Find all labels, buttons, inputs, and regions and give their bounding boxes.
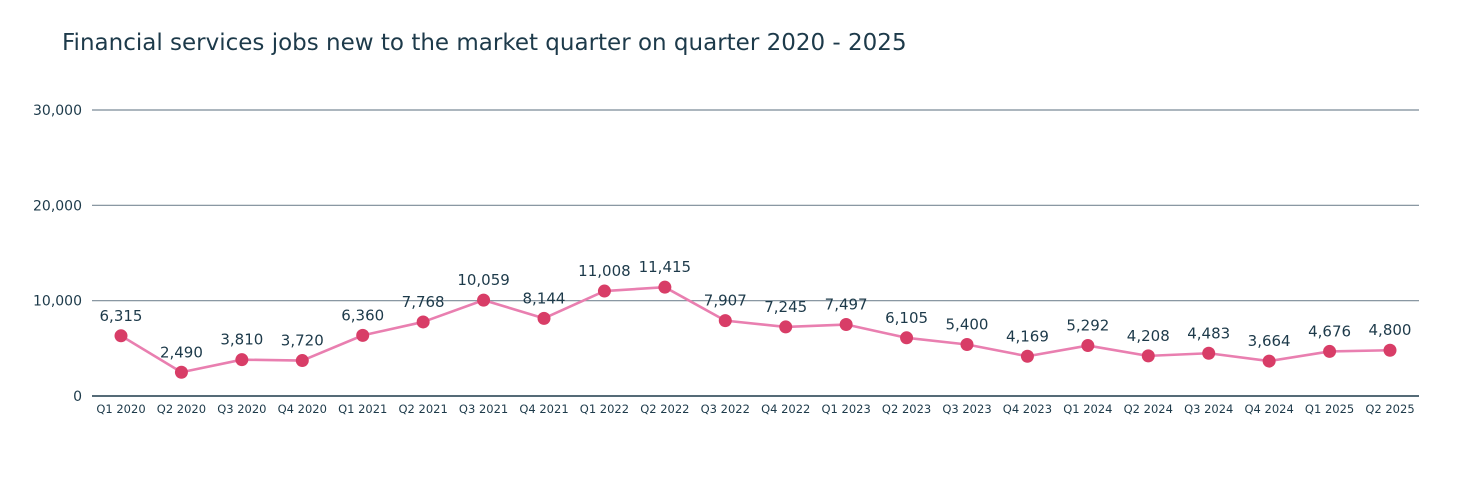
- data-point: [839, 318, 853, 332]
- x-tick-label: Q2 2020: [157, 402, 206, 416]
- x-tick-label: Q1 2022: [580, 402, 629, 416]
- y-axis-ticks: 0 10,000 20,000 30,000: [33, 103, 82, 405]
- data-point: [1202, 346, 1216, 360]
- data-label: 10,059: [457, 271, 510, 289]
- x-tick-label: Q2 2021: [398, 402, 447, 416]
- data-point: [900, 331, 914, 345]
- data-point: [416, 315, 430, 329]
- x-tick-label: Q4 2021: [519, 402, 568, 416]
- data-label: 5,292: [1066, 317, 1109, 335]
- x-tick-label: Q3 2021: [459, 402, 508, 416]
- data-label: 4,169: [1006, 327, 1049, 345]
- data-label: 3,664: [1248, 332, 1291, 350]
- x-tick-label: Q3 2022: [701, 402, 750, 416]
- x-tick-label: Q3 2020: [217, 402, 266, 416]
- series-line: [120, 285, 1391, 374]
- x-tick-label: Q4 2020: [278, 402, 327, 416]
- x-tick-label: Q2 2023: [882, 402, 931, 416]
- data-label: 6,105: [885, 309, 928, 327]
- x-tick-label: Q4 2022: [761, 402, 810, 416]
- data-point: [1141, 349, 1155, 363]
- data-point: [718, 314, 732, 328]
- data-label: 7,768: [402, 293, 445, 311]
- gridlines: [92, 109, 1419, 397]
- data-point: [597, 284, 611, 298]
- data-label: 7,245: [764, 298, 807, 316]
- data-point: [537, 311, 551, 325]
- y-tick-label: 20,000: [33, 198, 82, 214]
- data-point: [477, 293, 491, 307]
- data-point: [658, 280, 672, 294]
- data-point: [1323, 344, 1337, 358]
- x-tick-label: Q1 2023: [821, 402, 870, 416]
- data-label: 11,008: [578, 262, 631, 280]
- data-label: 6,315: [100, 307, 143, 325]
- data-point: [235, 353, 249, 367]
- data-points: [114, 280, 1397, 379]
- data-label: 7,497: [825, 296, 868, 314]
- data-point: [1262, 354, 1276, 368]
- x-tick-label: Q2 2025: [1365, 402, 1414, 416]
- data-label: 6,360: [341, 306, 384, 324]
- chart-title: Financial services jobs new to the marke…: [62, 30, 907, 56]
- y-tick-label: 10,000: [33, 294, 82, 310]
- data-label: 4,676: [1308, 322, 1351, 340]
- x-tick-label: Q3 2023: [942, 402, 991, 416]
- series-line-path: [120, 285, 1391, 374]
- data-label: 4,800: [1369, 321, 1412, 339]
- x-tick-label: Q1 2021: [338, 402, 387, 416]
- data-point: [174, 365, 188, 379]
- data-label: 7,907: [704, 292, 747, 310]
- x-tick-label: Q4 2023: [1003, 402, 1052, 416]
- data-point: [1020, 349, 1034, 363]
- x-tick-label: Q2 2024: [1124, 402, 1173, 416]
- x-axis-ticks: Q1 2020 Q2 2020 Q3 2020 Q4 2020 Q1 2021 Q2 20…: [96, 402, 1414, 416]
- y-tick-label: 0: [73, 389, 82, 405]
- x-tick-label: Q4 2024: [1244, 402, 1293, 416]
- data-point: [295, 354, 309, 368]
- data-label: 2,490: [160, 343, 203, 361]
- data-label: 3,810: [220, 331, 263, 349]
- data-point: [356, 328, 370, 342]
- data-point: [114, 329, 128, 343]
- data-point: [1383, 343, 1397, 357]
- x-tick-label: Q1 2024: [1063, 402, 1112, 416]
- y-tick-label: 30,000: [33, 103, 82, 119]
- x-tick-label: Q1 2025: [1305, 402, 1354, 416]
- data-label: 5,400: [946, 316, 989, 334]
- x-tick-label: Q3 2024: [1184, 402, 1233, 416]
- data-label: 4,208: [1127, 327, 1170, 345]
- data-label: 11,415: [639, 258, 692, 276]
- x-tick-label: Q1 2020: [96, 402, 145, 416]
- data-label: 4,483: [1187, 324, 1230, 342]
- data-label: 3,720: [281, 332, 324, 350]
- data-point: [1081, 339, 1095, 353]
- data-point: [779, 320, 793, 334]
- data-labels: 6,315 2,490 3,810 3,720 6,360 7,768 10,059 8,14…: [100, 258, 1412, 361]
- x-tick-label: Q2 2022: [640, 402, 689, 416]
- data-point: [960, 338, 974, 352]
- data-label: 8,144: [523, 289, 566, 307]
